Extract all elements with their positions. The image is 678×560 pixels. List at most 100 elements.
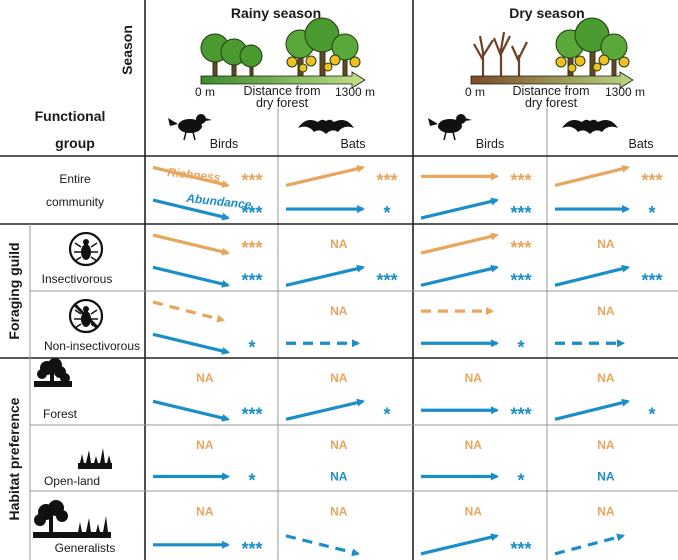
abundance-trend-arrow — [420, 533, 499, 556]
functional-group-label-2: group — [55, 135, 95, 151]
richness-trend-arrow — [152, 165, 230, 188]
row-label-entire-2: community — [46, 195, 104, 209]
abundance-significance: * — [517, 470, 524, 490]
richness-significance: *** — [241, 170, 262, 190]
bat-icon — [298, 119, 354, 134]
abundance-significance: *** — [241, 404, 262, 424]
abundance-trend-arrow — [152, 265, 230, 288]
abundance-trend-arrow — [285, 534, 360, 557]
abundance-trend-arrow — [152, 399, 230, 422]
abundance-significance: * — [248, 337, 255, 357]
distance-gradient-arrow — [470, 71, 634, 89]
abundance-trend-arrow — [285, 264, 365, 287]
abundance-na-label: NA — [597, 469, 615, 483]
abundance-trend-arrow — [420, 197, 499, 220]
richness-na-label: NA — [196, 438, 214, 452]
abundance-significance: * — [383, 203, 390, 223]
richness-na-label: NA — [597, 438, 615, 452]
abundance-significance: *** — [241, 203, 262, 223]
richness-trend-arrow — [285, 164, 365, 187]
row-label-entire: Entire — [59, 172, 91, 186]
abundance-trend-arrow — [285, 398, 365, 421]
richness-significance: *** — [641, 170, 662, 190]
richness-na-label: NA — [330, 438, 348, 452]
richness-trend-arrow — [152, 300, 225, 323]
abundance-significance: *** — [641, 270, 662, 290]
abundance-significance: *** — [376, 270, 397, 290]
richness-na-label: NA — [196, 371, 214, 385]
bats-column-label-dry: Bats — [628, 137, 653, 151]
abundance-trend-arrow — [152, 198, 230, 221]
abundance-na-label: NA — [330, 469, 348, 483]
abundance-trend-arrow — [420, 264, 499, 287]
row-label-generalists: Generalists — [55, 541, 116, 555]
row-label-noninsectivorous: Non-insectivorous — [44, 339, 140, 353]
abundance-significance: * — [648, 404, 655, 424]
dry-distance-label: Distance from — [512, 84, 589, 98]
season-axis-label: Season — [119, 25, 135, 75]
richness-significance: *** — [376, 170, 397, 190]
forest-habitat-icon — [34, 358, 72, 387]
generalist-habitat-icon — [33, 500, 111, 538]
abundance-significance: * — [517, 337, 524, 357]
row-label-insectivorous: Insectivorous — [42, 272, 113, 286]
rainy-season-title: Rainy season — [231, 5, 321, 21]
richness-na-label: NA — [465, 438, 483, 452]
openland-habitat-icon — [78, 448, 112, 469]
richness-significance: *** — [510, 238, 531, 258]
fruit-tree-icon — [285, 17, 361, 78]
row-label-forest: Forest — [43, 407, 78, 421]
bare-tree-icon — [473, 31, 528, 77]
abundance-significance: *** — [510, 203, 531, 223]
richness-na-label: NA — [465, 371, 483, 385]
bat-icon — [562, 119, 618, 134]
abundance-significance: *** — [510, 539, 531, 559]
fruit-tree-icon — [555, 17, 630, 78]
dry-forest-illustration — [470, 17, 634, 89]
abundance-significance: *** — [241, 270, 262, 290]
tree-icon — [200, 33, 263, 78]
abundance-significance: * — [248, 470, 255, 490]
no-insect-icon — [68, 298, 104, 334]
bird-icon — [428, 114, 472, 141]
dry-distance-label-2: dry forest — [525, 96, 578, 110]
habitat-preference-label: Habitat preference — [6, 397, 22, 520]
foraging-guild-label: Foraging guild — [6, 242, 22, 339]
richness-na-label: NA — [597, 371, 615, 385]
bats-column-label: Bats — [340, 137, 365, 151]
abundance-trend-arrow — [554, 264, 630, 287]
insect-icon — [68, 231, 104, 267]
legend-abundance: Abundance — [185, 191, 253, 212]
richness-significance: *** — [241, 238, 262, 258]
abundance-significance: * — [648, 203, 655, 223]
richness-na-label: NA — [330, 237, 348, 251]
richness-na-label: NA — [330, 304, 348, 318]
rainy-distance-start: 0 m — [195, 85, 215, 99]
rainy-distance-label: Distance from — [243, 84, 320, 98]
abundance-significance: *** — [241, 539, 262, 559]
richness-trend-arrow — [420, 232, 499, 255]
dry-season-title: Dry season — [509, 5, 584, 21]
richness-na-label: NA — [330, 505, 348, 519]
richness-trend-arrow — [152, 233, 230, 256]
richness-significance: *** — [510, 170, 531, 190]
bird-icon — [168, 114, 212, 141]
functional-group-label: Functional — [35, 108, 106, 124]
rainy-distance-end: 1300 m — [335, 85, 375, 99]
dry-distance-start: 0 m — [465, 85, 485, 99]
dry-distance-end: 1300 m — [605, 85, 645, 99]
richness-na-label: NA — [196, 505, 214, 519]
richness-na-label: NA — [597, 237, 615, 251]
trend-cells: **************************NA*********NA*… — [152, 164, 663, 559]
abundance-trend-arrow — [554, 398, 630, 421]
birds-column-label: Birds — [210, 137, 238, 151]
richness-na-label: NA — [330, 371, 348, 385]
richness-trend-arrow — [554, 164, 630, 187]
abundance-significance: *** — [510, 404, 531, 424]
rainy-forest-illustration — [200, 17, 366, 89]
richness-na-label: NA — [465, 505, 483, 519]
abundance-significance: * — [383, 404, 390, 424]
birds-column-label-dry: Birds — [476, 137, 504, 151]
